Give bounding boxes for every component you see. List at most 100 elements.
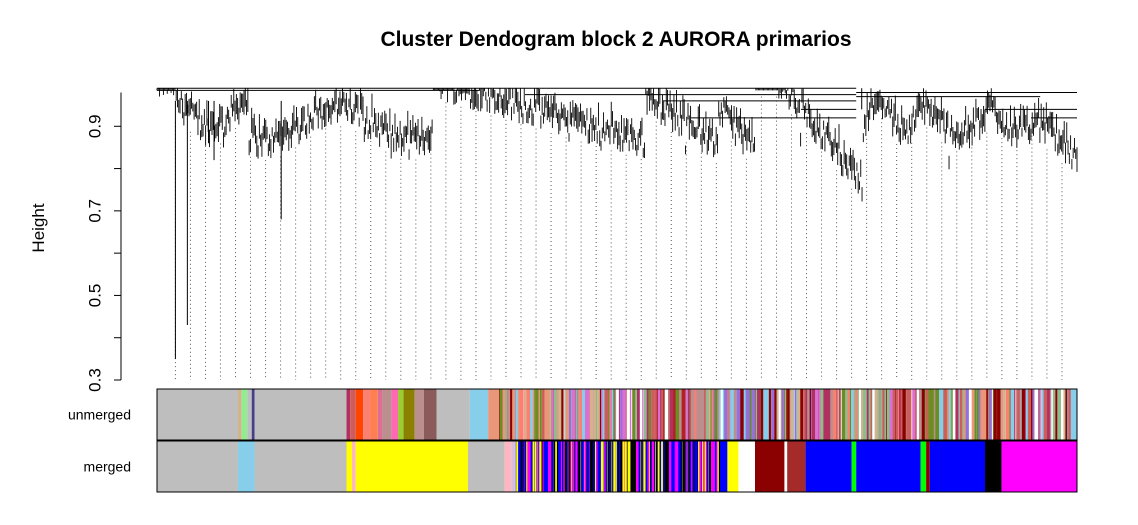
color-streak — [649, 441, 652, 492]
y-tick-label: 0.3 — [85, 368, 104, 392]
color-streak — [1003, 389, 1007, 440]
color-streak — [507, 389, 510, 440]
color-segment — [241, 389, 248, 440]
color-streak — [520, 441, 523, 492]
color-streak — [855, 389, 858, 440]
color-streak — [699, 441, 702, 492]
color-streak — [1054, 389, 1058, 440]
color-streak — [563, 441, 565, 492]
color-streak — [800, 389, 803, 440]
color-segment — [469, 389, 489, 440]
color-streak — [683, 441, 686, 492]
color-streak — [505, 389, 507, 440]
color-segment — [467, 441, 505, 492]
color-streak — [710, 441, 713, 492]
color-streak — [884, 389, 887, 440]
color-streak — [765, 389, 769, 440]
color-segment — [504, 441, 512, 492]
color-streak — [548, 441, 551, 492]
color-streak — [664, 441, 667, 492]
color-row-border — [156, 440, 1078, 493]
color-streak — [529, 389, 533, 440]
color-streak — [866, 389, 869, 440]
color-streak — [582, 389, 585, 440]
color-streak — [565, 441, 568, 492]
color-streak — [939, 389, 943, 440]
color-streak — [643, 389, 647, 440]
color-segment — [755, 441, 785, 492]
color-streak — [669, 389, 674, 440]
color-segment — [929, 441, 985, 492]
color-streak — [641, 441, 643, 492]
color-streak — [626, 389, 630, 440]
color-streak — [861, 389, 864, 440]
color-streak — [1059, 389, 1062, 440]
color-segment — [920, 441, 927, 492]
color-streak — [556, 441, 559, 492]
color-streak — [597, 389, 600, 440]
color-streak — [708, 389, 712, 440]
y-tick-label: 0.7 — [85, 199, 104, 223]
color-segment — [237, 389, 242, 440]
color-streak — [550, 441, 552, 492]
color-streak — [630, 441, 634, 492]
color-segment — [403, 389, 415, 440]
color-streak — [593, 389, 596, 440]
color-streak — [730, 389, 734, 440]
color-streak — [568, 389, 572, 440]
color-streak — [1010, 389, 1015, 440]
color-streak — [652, 441, 655, 492]
color-streak — [527, 389, 530, 440]
color-streak — [623, 441, 626, 492]
color-row-label: unmerged — [68, 407, 131, 423]
y-tick-label: 0.9 — [85, 114, 104, 138]
color-streak — [679, 441, 683, 492]
color-streak — [1034, 389, 1039, 440]
color-streak — [966, 389, 969, 440]
color-streak — [612, 441, 614, 492]
dendrogram-tree — [156, 87, 1078, 359]
color-segment — [346, 389, 351, 440]
color-streak — [528, 441, 531, 492]
color-streak — [636, 389, 640, 440]
color-streak — [830, 389, 834, 440]
color-streak — [740, 389, 744, 440]
color-streak — [959, 389, 963, 440]
color-streak — [651, 389, 655, 440]
color-streak — [1063, 389, 1066, 440]
color-segment — [414, 389, 424, 440]
color-streak — [858, 389, 861, 440]
color-streak — [542, 389, 545, 440]
color-streak — [749, 389, 752, 440]
color-streak — [553, 389, 557, 440]
color-streak — [519, 389, 523, 440]
color-segment — [247, 389, 252, 440]
color-streak — [665, 441, 669, 492]
color-streak — [757, 389, 761, 440]
color-streak — [636, 441, 639, 492]
color-segment — [382, 389, 392, 440]
color-streak — [1005, 389, 1010, 440]
color-streak — [691, 441, 694, 492]
color-streak — [717, 441, 720, 492]
color-streak — [778, 389, 781, 440]
color-streak — [682, 441, 684, 492]
color-streak — [1047, 389, 1050, 440]
color-row-label: merged — [84, 459, 131, 475]
color-streak — [790, 389, 794, 440]
color-streak — [550, 389, 554, 440]
color-streak — [639, 389, 643, 440]
color-streak — [515, 389, 518, 440]
color-streak — [834, 389, 837, 440]
color-streak — [660, 389, 664, 440]
color-streak — [902, 389, 906, 440]
color-streak — [607, 441, 610, 492]
color-segment — [157, 441, 238, 492]
color-segment — [355, 441, 468, 492]
color-streak — [837, 389, 839, 440]
color-streak — [943, 389, 947, 440]
color-streak — [1015, 389, 1018, 440]
color-row-border — [156, 388, 1078, 441]
color-streak — [613, 389, 616, 440]
